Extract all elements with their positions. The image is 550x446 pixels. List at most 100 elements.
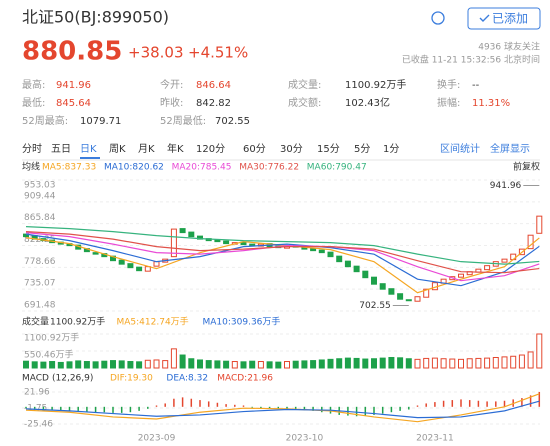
stat-value: --	[472, 80, 480, 91]
title: 北证50(BJ:899050)	[22, 8, 169, 27]
added-button[interactable]	[467, 7, 541, 30]
candle	[118, 259, 125, 265]
macd-legend: MACD:21.96	[217, 374, 273, 384]
candle	[353, 265, 360, 273]
candle	[458, 273, 464, 278]
ma-label: 均线	[22, 161, 40, 173]
volume-bar	[57, 361, 64, 369]
volume-bar	[136, 361, 143, 369]
volume-bar	[83, 361, 90, 369]
x-tick-label: 2023-09	[138, 434, 176, 444]
tab[interactable]: 1分	[383, 143, 399, 155]
volume-bar	[475, 357, 482, 369]
adjust[interactable]: 前复权	[513, 161, 540, 173]
volume-bar	[214, 360, 221, 369]
stat-label: 换手:	[437, 78, 460, 91]
volume-bar	[231, 361, 238, 369]
volume-bar	[397, 357, 404, 369]
stat-value: 102.43亿	[345, 96, 390, 109]
candle	[388, 288, 395, 295]
tab[interactable]: 日K	[80, 144, 97, 155]
added-button-label[interactable]: 已添加	[492, 12, 528, 26]
share-icon[interactable]	[431, 11, 445, 25]
y-tick-label: 550.46万手	[24, 349, 74, 361]
ma-legend: MA5:837.33	[42, 163, 96, 173]
volume-bar	[501, 356, 508, 369]
volume-bar	[327, 358, 334, 369]
volume-bar	[527, 351, 534, 369]
y-tick-label: 909.44	[24, 191, 56, 201]
volume-bar	[379, 357, 386, 369]
stat-value: 702.55	[215, 116, 250, 127]
candle	[153, 261, 160, 267]
candle	[170, 228, 177, 258]
tab-action[interactable]: 全屏显示	[490, 142, 530, 155]
stat-label: 振幅:	[437, 96, 460, 109]
candle	[405, 299, 412, 302]
volume-bar	[249, 360, 256, 369]
change-pct: +4.51%	[188, 44, 248, 62]
change: +38.03	[128, 44, 184, 62]
tab[interactable]: 年K	[167, 142, 184, 155]
tab[interactable]: 30分	[280, 143, 303, 155]
tab[interactable]: 分时	[22, 143, 42, 155]
volume-bar	[388, 356, 395, 369]
stat-value: 845.64	[56, 98, 91, 109]
check-icon	[479, 14, 490, 22]
volume-bar	[110, 360, 116, 369]
candle	[362, 270, 369, 279]
stat-value: 941.96	[56, 80, 91, 91]
x-tick-label: 2023-10	[286, 434, 324, 444]
y-tick-label: 21.96	[24, 388, 50, 398]
y-tick-label: 778.66	[24, 257, 56, 267]
candle	[414, 296, 421, 302]
tab[interactable]: 月K	[138, 143, 155, 155]
candle	[310, 248, 317, 252]
tab[interactable]: 60分	[243, 143, 266, 155]
macd-params: (12,26,9)	[52, 374, 93, 384]
volume-bar	[205, 360, 212, 369]
volume-bar	[118, 360, 125, 369]
volume-bar	[518, 354, 525, 369]
candle	[397, 293, 404, 300]
volume-bar	[266, 361, 273, 369]
volume-bar	[510, 355, 517, 369]
stat-label: 52周最低:	[160, 114, 206, 127]
volume-bar	[336, 358, 343, 369]
volume-bar	[49, 361, 56, 369]
y-tick-label: 953.03	[24, 181, 56, 191]
status: 已收盘 11-21 15:32:56 北京时间	[402, 54, 540, 66]
volume-bar	[536, 333, 543, 369]
ma-line	[25, 225, 540, 265]
volume-bar	[162, 360, 169, 369]
volume-bar	[362, 358, 369, 369]
stat-value: 846.64	[196, 80, 231, 91]
macd-legend: DEA:8.32	[166, 374, 208, 384]
tab[interactable]: 15分	[317, 143, 340, 155]
ma-legend: MA10:820.62	[104, 163, 164, 173]
volume-bar	[223, 360, 230, 369]
annotation: 702.55	[359, 301, 391, 311]
candle	[188, 231, 195, 238]
tab[interactable]: 周K	[109, 143, 126, 155]
macd-line	[25, 393, 540, 423]
ma-legend: MA30:776.22	[239, 163, 299, 173]
stat-label: 成交量:	[288, 78, 321, 91]
stat-label: 最高:	[22, 78, 45, 91]
volume-bar	[188, 358, 195, 369]
tab[interactable]: 五日	[51, 144, 71, 155]
volume-bar	[431, 357, 438, 369]
stat-value: 1100.92万手	[345, 78, 406, 91]
price: 880.85	[22, 37, 122, 67]
candle	[527, 234, 534, 250]
candle	[249, 243, 256, 247]
volume-bar	[371, 358, 377, 369]
tab-action[interactable]: 区间统计	[440, 142, 480, 155]
candle	[336, 255, 343, 263]
tab[interactable]: 120分	[196, 143, 225, 155]
ma-legend: MA60:790.47	[307, 163, 367, 173]
volume-bar	[23, 360, 29, 369]
tab[interactable]: 5分	[354, 143, 370, 155]
candle	[536, 215, 543, 234]
